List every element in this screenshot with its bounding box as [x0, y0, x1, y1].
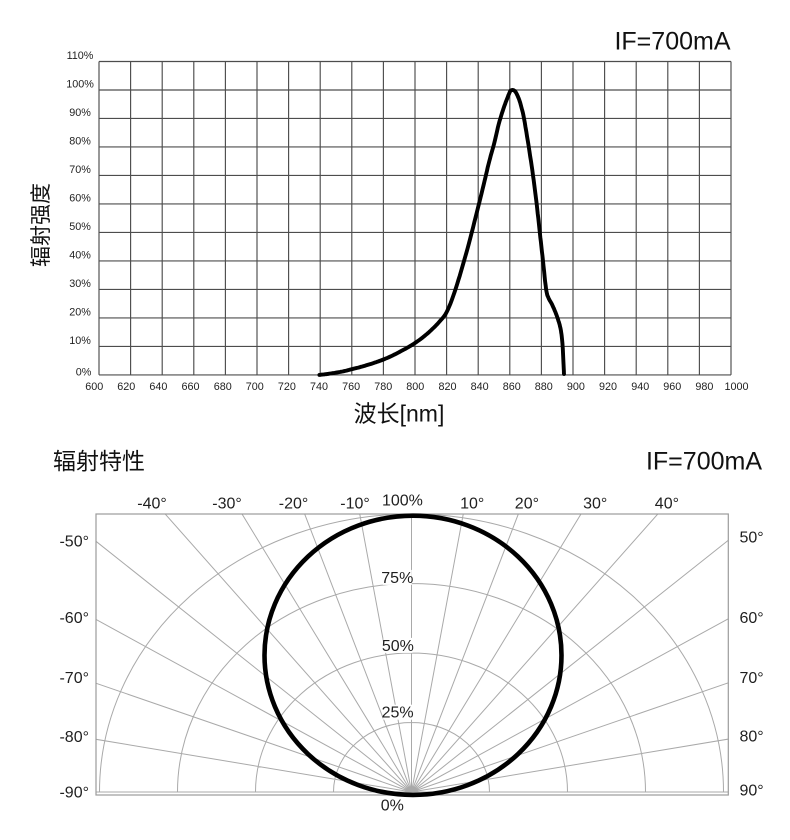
- svg-text:1000: 1000: [724, 381, 748, 393]
- svg-text:940: 940: [631, 381, 649, 393]
- svg-text:-60°: -60°: [59, 610, 89, 627]
- svg-text:辐射强度: 辐射强度: [30, 183, 53, 267]
- svg-text:880: 880: [535, 381, 553, 393]
- svg-text:75%: 75%: [381, 570, 413, 587]
- svg-text:IF=700mA: IF=700mA: [646, 448, 762, 476]
- svg-text:960: 960: [663, 381, 681, 393]
- svg-text:840: 840: [471, 381, 489, 393]
- svg-text:60%: 60%: [69, 192, 91, 204]
- svg-text:110%: 110%: [67, 50, 94, 62]
- svg-text:40%: 40%: [69, 249, 91, 261]
- svg-text:40°: 40°: [655, 496, 679, 513]
- svg-text:50°: 50°: [740, 530, 764, 547]
- svg-text:100%: 100%: [382, 493, 423, 510]
- svg-text:辐射特性: 辐射特性: [53, 448, 145, 474]
- svg-text:680: 680: [214, 381, 232, 393]
- svg-text:620: 620: [117, 381, 135, 393]
- svg-text:波长[nm]: 波长[nm]: [354, 401, 445, 427]
- svg-text:-40°: -40°: [137, 496, 167, 513]
- svg-text:50%: 50%: [69, 221, 91, 233]
- svg-text:100%: 100%: [66, 78, 94, 90]
- svg-text:20°: 20°: [515, 496, 539, 513]
- svg-text:740: 740: [310, 381, 328, 393]
- svg-text:780: 780: [374, 381, 392, 393]
- svg-text:80°: 80°: [740, 729, 764, 746]
- svg-text:-80°: -80°: [59, 729, 89, 746]
- svg-text:30°: 30°: [583, 496, 607, 513]
- svg-text:-50°: -50°: [59, 533, 89, 550]
- svg-text:860: 860: [503, 381, 521, 393]
- svg-text:820: 820: [438, 381, 456, 393]
- svg-text:600: 600: [85, 381, 103, 393]
- svg-text:70%: 70%: [69, 164, 91, 176]
- svg-text:660: 660: [181, 381, 199, 393]
- svg-text:-20°: -20°: [279, 496, 309, 513]
- svg-text:70°: 70°: [740, 670, 764, 687]
- svg-text:-30°: -30°: [212, 496, 242, 513]
- svg-text:800: 800: [406, 381, 424, 393]
- svg-text:980: 980: [695, 381, 713, 393]
- svg-text:700: 700: [246, 381, 264, 393]
- svg-text:50%: 50%: [382, 638, 414, 655]
- svg-text:60°: 60°: [740, 610, 764, 627]
- svg-text:720: 720: [278, 381, 296, 393]
- svg-text:25%: 25%: [382, 705, 414, 722]
- svg-text:0%: 0%: [76, 367, 92, 379]
- svg-text:760: 760: [342, 381, 360, 393]
- svg-text:0%: 0%: [381, 798, 404, 815]
- svg-text:90°: 90°: [740, 783, 764, 800]
- svg-text:90%: 90%: [69, 107, 91, 119]
- svg-text:640: 640: [149, 381, 167, 393]
- svg-text:30%: 30%: [69, 278, 91, 290]
- svg-text:20%: 20%: [69, 306, 91, 318]
- svg-text:IF=700mA: IF=700mA: [614, 28, 730, 56]
- svg-text:80%: 80%: [69, 135, 91, 147]
- svg-text:10°: 10°: [460, 496, 484, 513]
- svg-text:10%: 10%: [69, 335, 91, 347]
- svg-text:-90°: -90°: [59, 785, 89, 802]
- svg-text:920: 920: [599, 381, 617, 393]
- svg-text:900: 900: [567, 381, 585, 393]
- svg-text:-70°: -70°: [59, 670, 89, 687]
- svg-text:-10°: -10°: [340, 496, 370, 513]
